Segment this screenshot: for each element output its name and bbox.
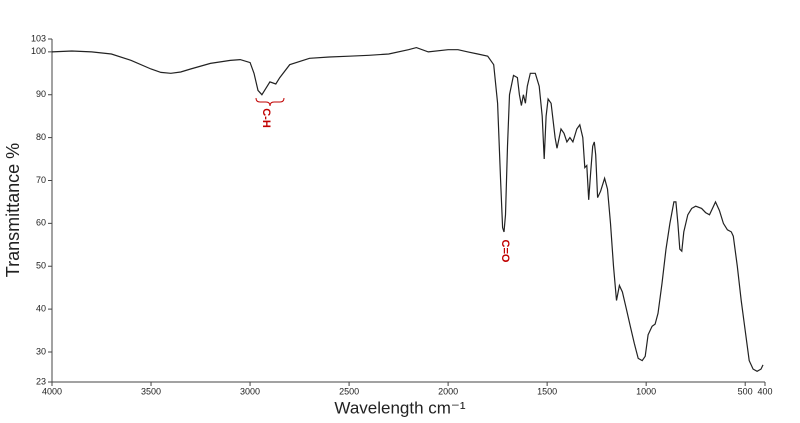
y-tick-label: 40 — [36, 303, 46, 313]
y-tick-label: 90 — [36, 89, 46, 99]
brace — [255, 97, 285, 107]
y-tick-label: 80 — [36, 132, 46, 142]
annotation: C=O — [499, 240, 511, 263]
x-tick-label: 1000 — [636, 386, 656, 396]
y-tick-label: 23 — [36, 376, 46, 386]
x-tick-label: 400 — [757, 386, 772, 396]
y-tick-label: 60 — [36, 218, 46, 228]
y-axis-label: Transmittance % — [3, 143, 23, 277]
x-tick-label: 3000 — [240, 386, 260, 396]
y-tick-label: 50 — [36, 261, 46, 271]
x-tick-label: 2000 — [438, 386, 458, 396]
y-tick-label: 103 — [31, 33, 46, 43]
spectrum-line — [51, 46, 764, 372]
y-tick-label: 70 — [36, 175, 46, 185]
x-tick-label: 4000 — [42, 386, 62, 396]
x-tick-label: 3500 — [141, 386, 161, 396]
x-tick-label: 1500 — [537, 386, 557, 396]
y-tick-label: 30 — [36, 346, 46, 356]
x-tick-label: 2500 — [339, 386, 359, 396]
x-axis-label: Wavelength cm⁻¹ — [334, 398, 465, 417]
annotation: C-H — [260, 108, 272, 128]
x-tick-label: 500 — [738, 386, 753, 396]
y-tick-label: 100 — [31, 46, 46, 56]
